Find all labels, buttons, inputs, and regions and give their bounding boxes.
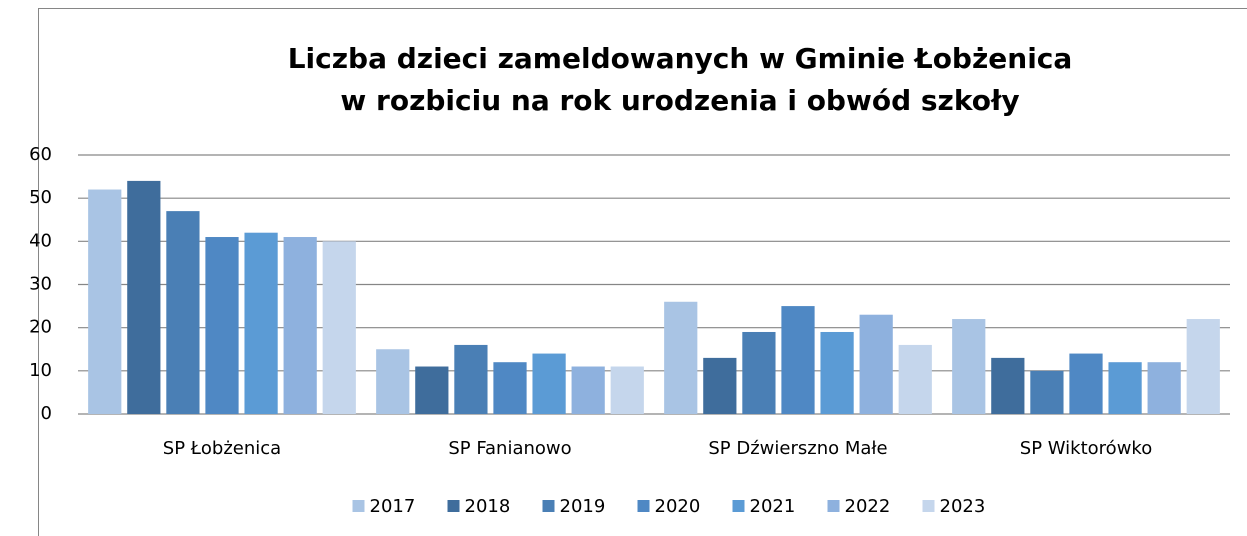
legend-swatch	[637, 500, 650, 512]
chart-title: Liczba dzieci zameldowanych w Gminie Łob…	[288, 42, 1073, 75]
bar	[1069, 353, 1103, 414]
bar	[952, 319, 986, 414]
bar	[898, 344, 932, 414]
y-tick-label: 40	[29, 230, 52, 251]
bar	[205, 237, 239, 414]
bar	[283, 237, 317, 414]
legend-label: 2020	[655, 496, 701, 517]
x-tick-label: SP Fanianowo	[448, 438, 571, 459]
legend-swatch	[542, 500, 555, 512]
bar	[820, 331, 854, 414]
bar	[781, 306, 815, 414]
legend-swatch	[447, 500, 460, 512]
x-tick-label: SP Wiktorówko	[1020, 438, 1152, 459]
y-tick-label: 10	[29, 360, 52, 381]
bar	[610, 366, 644, 414]
bar	[1147, 362, 1181, 414]
bar	[1030, 370, 1064, 414]
y-tick-label: 0	[41, 403, 52, 424]
bar	[454, 344, 488, 414]
legend-swatch	[352, 500, 365, 512]
legend-label: 2021	[750, 496, 796, 517]
bar	[664, 301, 698, 414]
bar	[859, 314, 893, 414]
x-tick-label: SP Łobżenica	[163, 438, 281, 459]
bar	[376, 349, 410, 414]
bar	[244, 232, 278, 414]
bar	[991, 357, 1025, 414]
x-tick-label: SP Dźwierszno Małe	[708, 438, 887, 459]
legend-swatch	[732, 500, 745, 512]
bar	[742, 331, 776, 414]
bar	[127, 180, 161, 414]
bar	[532, 353, 566, 414]
bar	[88, 189, 122, 414]
chart-border	[38, 8, 1247, 536]
y-tick-label: 50	[29, 187, 52, 208]
legend-label: 2022	[845, 496, 891, 517]
bar	[322, 241, 356, 414]
bar	[166, 211, 200, 414]
chart-title: w rozbiciu na rok urodzenia i obwód szko…	[340, 84, 1019, 117]
bar	[1108, 362, 1142, 414]
bar	[571, 366, 605, 414]
legend-label: 2019	[560, 496, 606, 517]
bar	[703, 357, 737, 414]
y-tick-label: 30	[29, 274, 52, 295]
bar	[493, 362, 527, 414]
legend-swatch	[922, 500, 935, 512]
legend-label: 2017	[370, 496, 416, 517]
legend-swatch	[827, 500, 840, 512]
y-tick-label: 20	[29, 317, 52, 338]
legend-label: 2023	[940, 496, 986, 517]
y-tick-label: 60	[29, 144, 52, 165]
bar	[1186, 319, 1220, 414]
legend-label: 2018	[465, 496, 511, 517]
bar	[415, 366, 449, 414]
